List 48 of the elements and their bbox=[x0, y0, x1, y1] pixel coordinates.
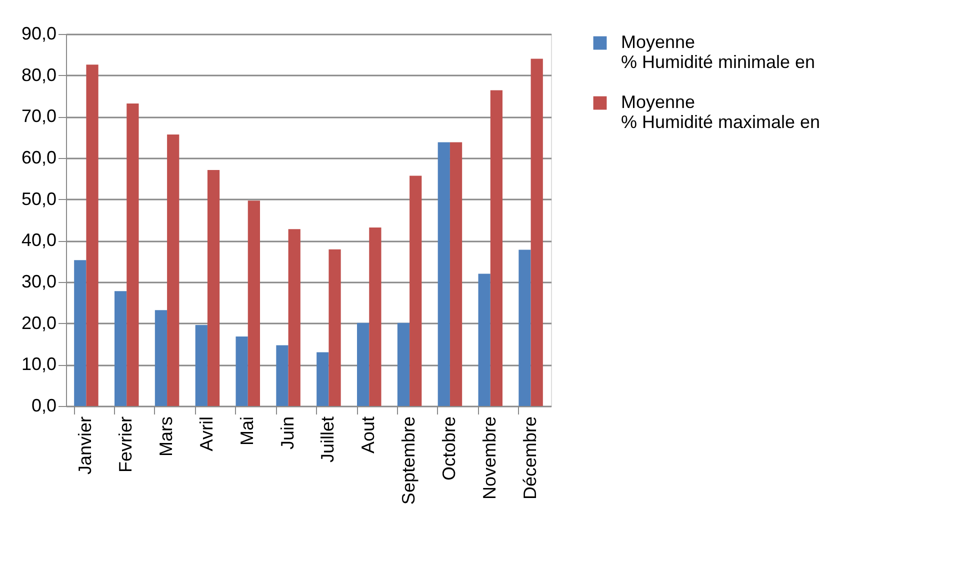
bar bbox=[397, 322, 410, 406]
x-tick-label: Mai bbox=[236, 416, 257, 446]
y-tick-label: 80,0 bbox=[21, 64, 56, 85]
y-tick-label: 50,0 bbox=[21, 188, 56, 209]
x-tick-label: Avril bbox=[196, 416, 216, 452]
bar bbox=[236, 336, 248, 406]
y-tick-label: 70,0 bbox=[21, 106, 56, 126]
bar bbox=[316, 352, 329, 406]
bar bbox=[74, 260, 86, 406]
bar bbox=[450, 142, 462, 406]
x-tick-label: Décembre bbox=[520, 416, 540, 500]
bar bbox=[357, 322, 370, 406]
y-tick-label: 20,0 bbox=[21, 312, 56, 333]
bar bbox=[207, 170, 220, 406]
bar bbox=[288, 229, 300, 406]
bar bbox=[518, 250, 531, 406]
bar bbox=[276, 345, 288, 406]
bar bbox=[154, 310, 168, 406]
bar bbox=[195, 324, 208, 406]
bar bbox=[478, 274, 490, 406]
bar bbox=[328, 249, 341, 406]
x-tick-label: Juin bbox=[277, 416, 298, 450]
x-tick-label: Septembre bbox=[398, 416, 419, 505]
x-tick-label: Fevrier bbox=[116, 416, 136, 473]
bar bbox=[114, 291, 127, 406]
y-tick-label: 60,0 bbox=[21, 148, 56, 168]
y-tick-label: 40,0 bbox=[21, 230, 56, 250]
y-tick-label: 90,0 bbox=[21, 24, 56, 44]
x-tick-label: Novembre bbox=[479, 416, 500, 500]
x-tick-label: Octobre bbox=[438, 416, 459, 481]
x-tick-label: Mars bbox=[156, 416, 176, 456]
x-tick-label: Juillet bbox=[318, 416, 338, 463]
bar bbox=[248, 200, 260, 406]
bar bbox=[490, 90, 502, 406]
bar bbox=[86, 64, 98, 406]
bar bbox=[438, 142, 450, 406]
legend-label: Moyenne % Humidité minimale en bbox=[621, 32, 816, 72]
x-tick-label: Aout bbox=[358, 416, 378, 454]
y-tick-label: 10,0 bbox=[21, 354, 56, 374]
bar bbox=[369, 227, 382, 406]
x-tick-label: Janvier bbox=[75, 416, 96, 475]
bar bbox=[410, 176, 422, 406]
bar bbox=[530, 58, 543, 406]
bar bbox=[126, 103, 139, 406]
y-tick-label: 0,0 bbox=[31, 396, 56, 416]
legend-label: Moyenne % Humidité maximale en bbox=[621, 92, 820, 132]
bar bbox=[167, 134, 180, 406]
y-tick-label: 30,0 bbox=[21, 272, 56, 292]
